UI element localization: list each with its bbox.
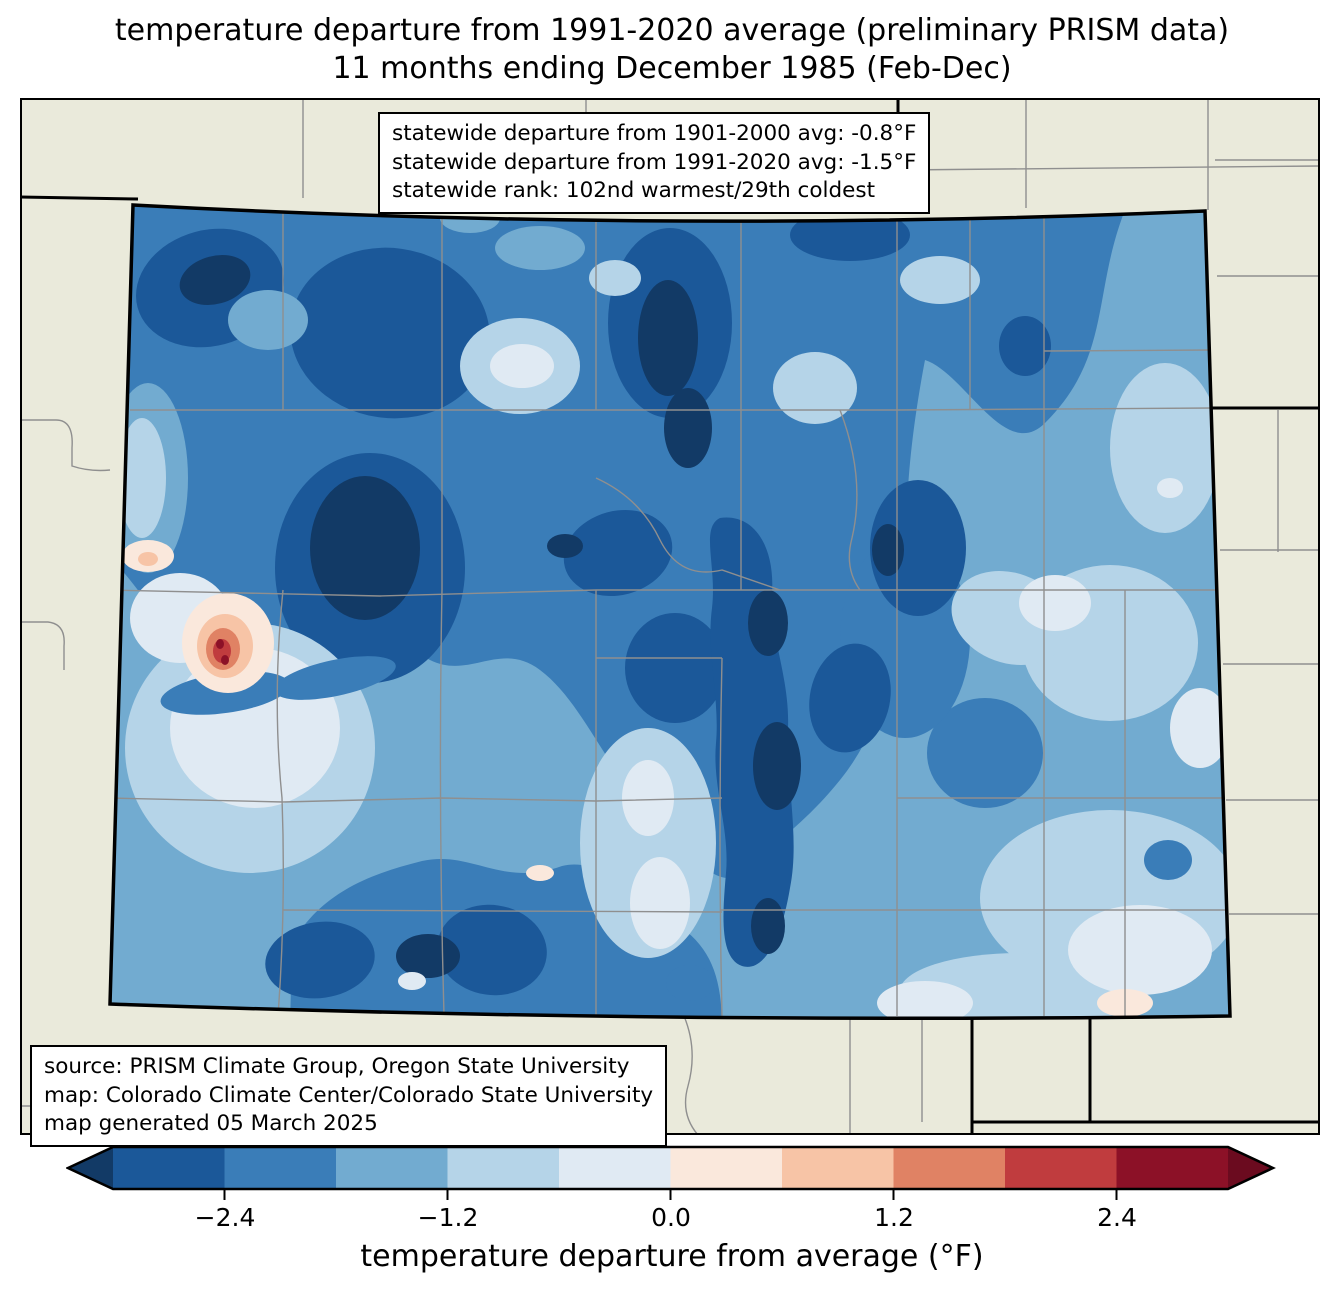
contour-patch: [228, 290, 308, 350]
contour-patch: [630, 857, 690, 949]
contour-patch: [872, 524, 904, 576]
contour-patch: [526, 865, 554, 881]
stats-line-1901-2000: statewide departure from 1901-2000 avg: …: [392, 121, 917, 146]
colorbar-ticks: [223, 1189, 1118, 1200]
contour-patch: [751, 898, 785, 954]
stats-line-1991-2020: statewide departure from 1991-2020 avg: …: [392, 149, 917, 175]
contour-fill: [110, 205, 1230, 1019]
chart-title-line1: temperature departure from 1991-2020 ave…: [114, 13, 1230, 48]
chart-title: temperature departure from 1991-2020 ave…: [0, 12, 1344, 89]
colorbar-tick-label: 1.2: [874, 1203, 914, 1232]
contour-patch: [927, 698, 1043, 808]
statewide-stats-box: statewide departure from 1901-2000 avg: …: [378, 112, 931, 214]
contour-patch: [666, 965, 714, 1001]
map-credit-line: map: Colorado Climate Center/Colorado St…: [44, 1082, 654, 1108]
colorbar-tick-label: −1.2: [417, 1203, 479, 1232]
contour-patch: [748, 590, 788, 656]
contour-patch: [589, 260, 641, 296]
colorbar-segment: [336, 1147, 448, 1189]
colorbar-tick-label: 0.0: [651, 1203, 691, 1232]
contour-patch: [625, 613, 725, 723]
colorbar-segment: [1116, 1147, 1228, 1189]
contour-patch: [179, 255, 251, 305]
contour-patch: [622, 760, 674, 836]
source-box: source: PRISM Climate Group, Oregon Stat…: [30, 1045, 668, 1147]
colorbar-segment: [447, 1147, 559, 1189]
contour-patch: [138, 552, 158, 566]
colorbar-tick-label: −2.4: [194, 1203, 256, 1232]
contour-patch: [160, 671, 290, 715]
colorado-county-lines: [110, 205, 1230, 1017]
contour-patch: [1170, 688, 1230, 768]
colorbar-segment: [113, 1147, 225, 1189]
contour-patch: [664, 388, 712, 468]
contour-patch: [1144, 840, 1192, 880]
generated-line: map generated 05 March 2025: [44, 1111, 378, 1137]
contour-patch: [773, 352, 857, 424]
contour-patch: [490, 344, 554, 388]
colorbar-segment: [670, 1147, 782, 1189]
colorbar-segment: [782, 1147, 894, 1189]
colorbar-segment: [224, 1147, 336, 1189]
colorbar-segment: [559, 1147, 671, 1189]
contour-patch: [310, 476, 420, 620]
contour-patch: [437, 904, 547, 996]
contour-patch: [265, 921, 375, 999]
colorbar-segment: [893, 1147, 1005, 1189]
contour-patch: [638, 280, 698, 396]
contour-patch: [1068, 905, 1212, 995]
contour-patch: [495, 226, 585, 270]
colorbar-tick-label: 2.4: [1097, 1203, 1137, 1232]
contour-patch: [398, 972, 426, 990]
contour-patch: [118, 418, 166, 538]
contour-patch: [809, 643, 891, 753]
contour-patch: [396, 934, 460, 978]
contour-patch: [1157, 478, 1183, 498]
colorado-map: [20, 98, 1320, 1135]
colorado-state-border: [108, 203, 1232, 1021]
contour-patch: [1110, 363, 1220, 533]
contour-patch: [216, 639, 224, 649]
contour-patch: [999, 316, 1051, 376]
contour-patch: [221, 655, 229, 665]
chart-title-line2: 11 months ending December 1985 (Feb-Dec): [332, 51, 1012, 87]
stats-line-rank: statewide rank: 102nd warmest/29th colde…: [392, 178, 876, 204]
colorbar-segment: [1005, 1147, 1117, 1189]
map-frame-border: [20, 98, 1320, 1135]
contour-patch: [753, 722, 801, 810]
contour-patch: [1019, 575, 1091, 631]
contour-patch: [900, 256, 980, 304]
colorbar-arrow-right: [1228, 1147, 1273, 1189]
colorbar-axis-label: temperature departure from average (°F): [360, 1239, 984, 1274]
contour-patch: [563, 510, 673, 596]
contour-patch: [290, 247, 490, 419]
contour-patch: [870, 480, 966, 616]
source-line: source: PRISM Climate Group, Oregon Stat…: [44, 1054, 630, 1079]
colorbar-outline: [66, 1145, 1276, 1191]
colorbar: [66, 1145, 1276, 1200]
contour-patch: [274, 656, 396, 700]
colorbar-arrow-left: [68, 1147, 113, 1189]
contour-patch: [877, 981, 973, 1019]
contour-patch: [547, 534, 583, 558]
